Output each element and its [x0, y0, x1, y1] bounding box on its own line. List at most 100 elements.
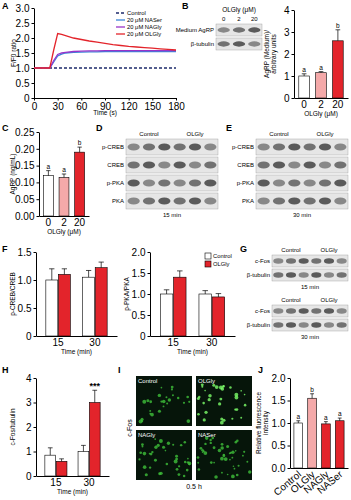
cell [204, 390, 206, 392]
cell [149, 466, 151, 468]
cell [218, 402, 221, 405]
blot-band [319, 179, 331, 186]
image-label: Control [138, 378, 157, 384]
row-label: c-Fos [126, 419, 133, 437]
line-chart: 00.51.01.52.02.53.00306090120150180Time … [10, 3, 185, 117]
cell [159, 439, 163, 443]
cell [242, 455, 244, 457]
tick-label: 0 [24, 93, 30, 104]
row-label: CREB [237, 162, 254, 168]
tick-mark [288, 378, 291, 379]
cell [240, 417, 242, 419]
tick: 1.0 [16, 63, 34, 74]
panel-label: C [2, 123, 9, 133]
column-label: Control [281, 247, 300, 253]
blot-strip [272, 255, 348, 267]
tick-mark [32, 8, 35, 9]
column-label: Control [139, 131, 158, 137]
x-axis-line [37, 336, 118, 337]
blot-band [158, 143, 170, 150]
tick-mark [34, 252, 37, 253]
bar [308, 398, 317, 468]
tick-label: 0 [26, 331, 32, 342]
row-label: p-PKA [237, 180, 254, 186]
blot-band [311, 258, 321, 263]
tick-label: 120 [121, 101, 138, 112]
cell [224, 457, 228, 461]
legend-label: OLGly [213, 261, 230, 267]
blot-band [273, 143, 285, 150]
panel-label: J [258, 365, 263, 375]
cell [234, 408, 236, 410]
tick: 15 [50, 476, 62, 488]
panel-label: E [226, 123, 232, 133]
cell [198, 468, 201, 471]
blot-band [286, 322, 296, 327]
tick: 1.5 [132, 268, 150, 279]
blot-band [204, 161, 216, 168]
cell [243, 451, 245, 453]
cell [201, 386, 203, 388]
tick-label: 1 [26, 446, 32, 457]
tick-label: 0.10 [15, 177, 35, 188]
cell [139, 451, 142, 454]
cell [142, 400, 146, 404]
blot-band [174, 161, 186, 168]
blot-strip [272, 305, 348, 317]
plot-area [299, 30, 343, 98]
cell [235, 450, 237, 452]
tick-mark [288, 446, 291, 447]
tick-label: 0.00 [15, 211, 35, 222]
cell [204, 411, 207, 414]
tick-mark [148, 294, 151, 295]
tick: 0.05 [15, 194, 39, 205]
tick-label: 4 [26, 373, 32, 384]
tick: 3 [26, 397, 36, 408]
cell [180, 444, 182, 446]
cell [210, 461, 213, 464]
blot-band [319, 143, 331, 150]
blot-strip [272, 319, 348, 331]
error-bar [296, 421, 300, 423]
plot-area [34, 34, 176, 69]
blot-caption: 15 min [301, 284, 319, 290]
tick: 2 [318, 98, 324, 110]
tick-label: 3 [284, 27, 290, 38]
tick: 1.0 [272, 418, 290, 429]
column-label: 20 [251, 16, 258, 22]
annotation: b [78, 139, 82, 146]
series-line [34, 34, 176, 69]
cell [213, 462, 215, 464]
tick-label: 0.5 [16, 78, 30, 89]
x-axis-title: Time (min) [61, 348, 92, 356]
blot-band [174, 143, 186, 150]
row-label: p-PKA [107, 180, 124, 186]
bar [316, 73, 327, 98]
x-axis: ControlOLGlyNAGlyNASer [271, 468, 348, 498]
tick: 4 [284, 5, 294, 16]
annotation: a [319, 64, 323, 71]
tick-label: 60 [76, 101, 88, 112]
blot-header: OLGly (μM) [222, 6, 256, 14]
tick-mark [288, 401, 291, 402]
tick-mark [292, 76, 295, 77]
blot-band [288, 143, 300, 150]
bar [160, 294, 173, 336]
blot-band [189, 161, 201, 168]
tick: 2 [61, 216, 67, 228]
column-label: OLGly [320, 297, 337, 303]
cell [149, 453, 151, 455]
tick: 2.0 [132, 247, 150, 258]
tick: 1.5 [18, 247, 36, 258]
error-bar [164, 290, 170, 294]
error-bar [49, 269, 54, 280]
error-bar [59, 459, 64, 461]
tick: 0.25 [15, 127, 39, 138]
tick-label: 0 [46, 217, 52, 228]
bar-chart: 00.51.01.52.01530Time (min)p-PKA/PKACont… [123, 247, 235, 356]
y-axis-title: arbitrary units [270, 34, 278, 74]
y-axis: 00.51.01.52.0 [132, 247, 151, 342]
bar [89, 403, 100, 477]
cell [214, 475, 218, 479]
tick: 0 [26, 331, 36, 342]
